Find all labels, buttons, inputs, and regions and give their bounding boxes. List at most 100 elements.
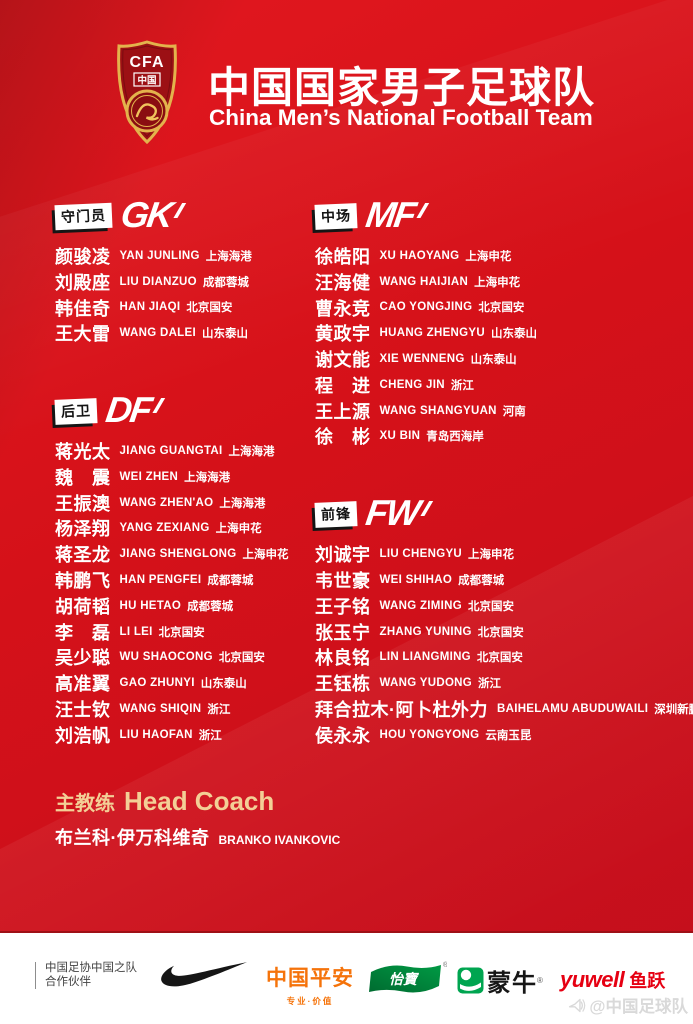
- player-pinyin: CAO YONGJING: [379, 301, 473, 314]
- page-title: 中国国家男子足球队: [208, 64, 596, 111]
- player-name: 汪海健: [315, 272, 371, 293]
- player-club: 成都蓉城: [187, 600, 234, 613]
- player-name: 李 磊: [55, 622, 111, 643]
- player-pinyin: WANG ZHEN'AO: [119, 496, 214, 509]
- player-club: 北京国安: [468, 600, 515, 613]
- player-pinyin: XIE WENNENG: [379, 353, 465, 366]
- player-row: 魏 震 WEI ZHEN 上海海港: [55, 464, 320, 490]
- cestbon-flag-icon: 怡寶 ®: [369, 961, 447, 993]
- player-pinyin: LI LEI: [119, 625, 153, 638]
- player-name: 程 进: [315, 375, 371, 396]
- roster-left-column: 守门员 GK 颜骏凌 YAN JUNLING 上海海港 刘殿座 LIU DIANZUO 成都蓉…: [54, 194, 320, 748]
- player-club: 上海申花: [242, 549, 289, 562]
- player-club: 上海申花: [215, 523, 262, 536]
- player-row: 程 进 CHENG JIN 浙江: [315, 372, 693, 398]
- player-name: 林良铭: [315, 648, 371, 669]
- mengniu-square-icon: [457, 967, 484, 994]
- section-mf: 中场 MF 徐皓阳 XU HAOYANG 上海申花 汪海健 WANG HAIJIAN 上海申花…: [314, 194, 693, 449]
- player-pinyin: HU HETAO: [119, 599, 182, 612]
- player-row: 王钰栋 WANG YUDONG 浙江: [315, 670, 693, 696]
- player-club: 浙江: [198, 729, 222, 742]
- player-row: 谢文能 XIE WENNENG 山东泰山: [315, 346, 693, 372]
- mengniu-reg: ®: [537, 975, 543, 985]
- player-pinyin: WANG SHANGYUAN: [379, 404, 497, 417]
- cestbon-reg: ®: [443, 961, 447, 969]
- player-row: 李 磊 LI LEI 北京国安: [55, 619, 320, 645]
- player-name: 韩佳奇: [55, 298, 111, 319]
- player-club: 河南: [502, 405, 526, 418]
- player-name: 韦世豪: [315, 571, 371, 592]
- player-row: 王大雷 WANG DALEI 山东泰山: [55, 320, 320, 346]
- player-pinyin: JIANG GUANGTAI: [119, 445, 223, 458]
- player-name: 徐皓阳: [315, 246, 371, 267]
- player-name: 王大雷: [55, 324, 111, 345]
- player-list-fw: 刘诚宇 LIU CHENGYU 上海申花 韦世豪 WEI SHIHAO 成都蓉城 王子铭 WA…: [315, 541, 693, 747]
- player-pinyin: HUANG ZHENGYU: [379, 327, 485, 340]
- player-pinyin: WANG ZIMING: [379, 599, 463, 612]
- player-club: 成都蓉城: [458, 575, 505, 588]
- player-row: 拜合拉木·阿卜杜外力 BAIHELAMU ABUDUWAILI 深圳新鹏城: [315, 696, 693, 722]
- player-name: 张玉宁: [315, 622, 371, 643]
- player-row: 杨泽翔 YANG ZEXIANG 上海申花: [55, 516, 320, 542]
- player-club: 山东泰山: [491, 328, 537, 341]
- section-header-df: 后卫 DF: [54, 389, 320, 430]
- player-club: 北京国安: [478, 302, 525, 315]
- player-row: 汪士钦 WANG SHIQIN 浙江: [55, 696, 320, 722]
- player-club: 深圳新鹏城: [654, 704, 693, 717]
- player-row: 徐 彬 XU BIN 青岛西海岸: [315, 424, 693, 450]
- player-list-gk: 颜骏凌 YAN JUNLING 上海海港 刘殿座 LIU DIANZUO 成都蓉城 韩佳奇 H…: [55, 243, 320, 346]
- player-club: 上海申花: [468, 549, 515, 562]
- player-pinyin: WANG YUDONG: [379, 677, 473, 690]
- player-pinyin: WANG SHIQIN: [119, 703, 202, 716]
- player-row: 蒋圣龙 JIANG SHENGLONG 上海申花: [55, 541, 320, 567]
- player-club: 青岛西海岸: [426, 431, 484, 444]
- megaphone-icon: [569, 998, 586, 1012]
- player-name: 王振澳: [55, 493, 111, 514]
- player-club: 北京国安: [218, 652, 265, 665]
- coach-label-zh: 主教练: [55, 793, 115, 815]
- player-club: 山东泰山: [200, 678, 247, 691]
- player-pinyin: WU SHAOCONG: [119, 651, 213, 664]
- player-pinyin: WEI ZHEN: [119, 470, 179, 483]
- pingan-logo: 中国平安 专业·价值: [260, 962, 360, 1007]
- player-pinyin: YANG ZEXIANG: [119, 522, 210, 535]
- player-pinyin: LIU HAOFAN: [119, 728, 193, 741]
- player-pinyin: LIN LIANGMING: [379, 651, 471, 664]
- player-list-mf: 徐皓阳 XU HAOYANG 上海申花 汪海健 WANG HAIJIAN 上海申花 曹永竞 C…: [315, 243, 693, 449]
- dragon-emblem: [135, 103, 159, 121]
- player-row: 曹永竞 CAO YONGJING 北京国安: [315, 295, 693, 321]
- yuwell-logo: yuwell 鱼跃: [560, 967, 665, 993]
- watermark-text: @中国足球队: [589, 998, 688, 1016]
- section-df: 后卫 DF 蒋光太 JIANG GUANGTAI 上海海港魏 震 WEI ZHEN 上海海港…: [54, 389, 320, 748]
- section-label-abbr: MF: [363, 194, 426, 235]
- crest-china-text: 中国: [137, 75, 156, 87]
- player-pinyin: LIU CHENGYU: [379, 548, 463, 561]
- player-row: 张玉宁 ZHANG YUNING 北京国安: [315, 619, 693, 645]
- section-label-abbr: GK: [118, 194, 183, 235]
- coach-section: 主教练 Head Coach 布兰科·伊万科维奇 BRANKO IVANKOVI…: [55, 786, 340, 850]
- player-name: 刘诚宇: [315, 545, 371, 566]
- yuwell-wordmark-en: yuwell: [560, 967, 625, 992]
- pingan-slogan: 专业·价值: [286, 996, 334, 1006]
- player-pinyin: HOU YONGYONG: [379, 728, 480, 741]
- player-club: 上海申花: [474, 276, 521, 289]
- player-club: 上海海港: [205, 250, 252, 263]
- player-pinyin: YAN JUNLING: [119, 249, 200, 262]
- player-row: 胡荷韬 HU HETAO 成都蓉城: [55, 593, 320, 619]
- cfa-crest-icon: CFA 中国: [117, 40, 177, 144]
- player-row: 吴少聪 WU SHAOCONG 北京国安: [55, 645, 320, 671]
- section-label-zh: 后卫: [54, 397, 98, 425]
- player-name: 曹永竞: [315, 298, 371, 319]
- player-club: 北京国安: [186, 302, 233, 315]
- player-club: 北京国安: [158, 626, 205, 639]
- player-name: 高准翼: [55, 674, 111, 695]
- mengniu-wordmark: 蒙牛: [487, 971, 537, 997]
- section-gk: 守门员 GK 颜骏凌 YAN JUNLING 上海海港 刘殿座 LIU DIANZUO 成都蓉…: [54, 194, 320, 346]
- section-header-mf: 中场 MF: [314, 194, 693, 235]
- watermark: @中国足球队: [567, 993, 688, 1017]
- player-name: 王子铭: [315, 596, 371, 617]
- coach-header: 主教练 Head Coach: [55, 786, 340, 817]
- player-club: 成都蓉城: [207, 575, 254, 588]
- player-name: 魏 震: [55, 467, 111, 488]
- player-row: 韩鹏飞 HAN PENGFEI 成都蓉城: [55, 567, 320, 593]
